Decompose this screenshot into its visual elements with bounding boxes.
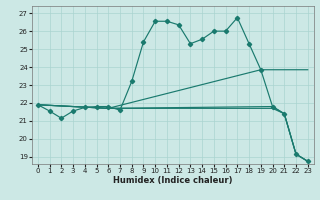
X-axis label: Humidex (Indice chaleur): Humidex (Indice chaleur) bbox=[113, 176, 233, 185]
